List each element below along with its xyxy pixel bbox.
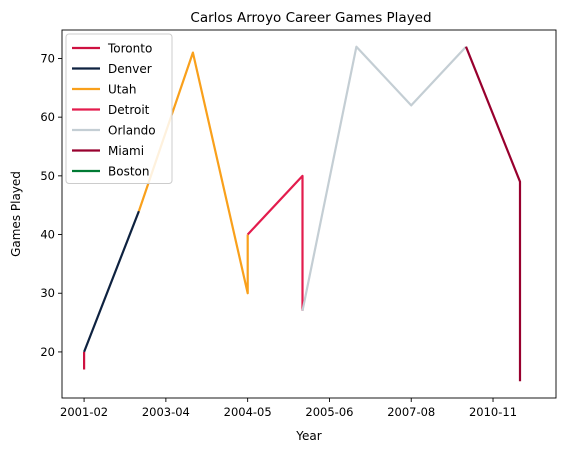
chart-title: Carlos Arroyo Career Games Played [190, 10, 431, 26]
legend-box [65, 33, 173, 184]
y-tick-label: 30 [40, 286, 55, 300]
y-tick-label: 20 [40, 345, 55, 359]
x-axis-ticks: 2001-02 2003-04 2004-05 2005-06 2007-08 2010-… [60, 398, 517, 419]
y-tick-label: 50 [40, 169, 55, 183]
x-tick-label: 2003-04 [142, 405, 190, 419]
legend-label-boston: Boston [108, 165, 149, 179]
legend-label-orlando: Orlando [108, 124, 156, 138]
x-axis-label: Year [295, 429, 321, 443]
legend-label-detroit: Detroit [108, 103, 150, 117]
x-tick-label: 2001-02 [60, 405, 108, 419]
legend-label-toronto: Toronto [107, 42, 152, 56]
legend-label-utah: Utah [108, 83, 136, 97]
x-tick-label: 2010-11 [469, 405, 517, 419]
x-tick-label: 2005-06 [305, 405, 353, 419]
y-tick-label: 40 [40, 228, 55, 242]
y-axis-ticks: 20 30 40 50 60 70 [40, 51, 62, 359]
x-tick-label: 2004-05 [224, 405, 272, 419]
series-line-miami [464, 46, 522, 382]
y-tick-label: 60 [40, 110, 55, 124]
y-tick-label: 70 [40, 51, 55, 65]
series-line-detroit [246, 174, 304, 311]
y-axis-label: Games Played [9, 171, 23, 257]
x-tick-label: 2007-08 [387, 405, 435, 419]
legend-label-denver: Denver [108, 62, 152, 76]
legend-label-miami: Miami [108, 144, 144, 158]
plot-frame [61, 29, 557, 399]
series-line-orlando [301, 45, 467, 312]
series-line-denver [83, 210, 140, 353]
legend: Toronto Denver Utah Detroit Orlando Miami Bost… [65, 33, 173, 184]
